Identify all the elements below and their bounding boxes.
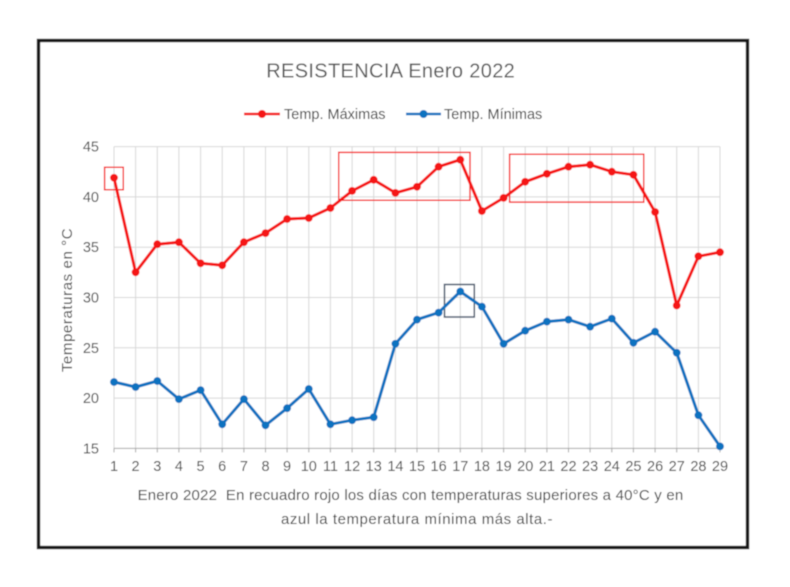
svg-text:26: 26 xyxy=(647,459,663,475)
svg-text:40: 40 xyxy=(83,190,99,206)
svg-text:25: 25 xyxy=(625,459,641,475)
svg-text:Enero 2022 En recuadro rojo l: Enero 2022 En recuadro rojo los días con… xyxy=(138,487,684,504)
svg-text:6: 6 xyxy=(218,459,226,475)
svg-text:Temperaturas en °C: Temperaturas en °C xyxy=(59,228,76,372)
svg-text:15: 15 xyxy=(409,459,425,475)
svg-text:35: 35 xyxy=(83,240,99,256)
svg-text:8: 8 xyxy=(261,459,269,475)
svg-text:20: 20 xyxy=(83,391,99,407)
svg-text:1: 1 xyxy=(110,459,118,475)
svg-text:27: 27 xyxy=(669,459,685,475)
svg-text:18: 18 xyxy=(474,459,490,475)
svg-text:Temp. Máximas: Temp. Máximas xyxy=(284,107,386,123)
svg-text:7: 7 xyxy=(240,459,248,475)
svg-text:23: 23 xyxy=(582,459,598,475)
svg-text:Temp. Mínimas: Temp. Mínimas xyxy=(444,107,542,123)
svg-text:25: 25 xyxy=(83,341,99,357)
svg-text:13: 13 xyxy=(366,459,382,475)
svg-text:azul la temperatura mínima más: azul la temperatura mínima más alta.- xyxy=(281,511,553,528)
svg-text:15: 15 xyxy=(83,441,99,457)
svg-text:28: 28 xyxy=(690,459,706,475)
svg-text:12: 12 xyxy=(344,459,360,475)
svg-text:24: 24 xyxy=(604,459,620,475)
svg-text:4: 4 xyxy=(175,459,183,475)
svg-text:2: 2 xyxy=(132,459,140,475)
svg-text:RESISTENCIA Enero 2022: RESISTENCIA Enero 2022 xyxy=(266,61,515,83)
svg-text:17: 17 xyxy=(452,459,468,475)
svg-text:16: 16 xyxy=(431,459,447,475)
svg-text:9: 9 xyxy=(283,459,291,475)
svg-text:11: 11 xyxy=(323,459,338,475)
svg-text:3: 3 xyxy=(153,459,161,475)
svg-text:10: 10 xyxy=(301,459,317,475)
svg-text:20: 20 xyxy=(517,459,533,475)
svg-text:19: 19 xyxy=(496,459,512,475)
svg-text:29: 29 xyxy=(712,459,728,475)
svg-text:22: 22 xyxy=(560,459,576,475)
svg-text:21: 21 xyxy=(539,459,555,475)
svg-text:14: 14 xyxy=(387,459,403,475)
svg-text:30: 30 xyxy=(83,291,99,307)
svg-text:5: 5 xyxy=(197,459,205,475)
svg-text:45: 45 xyxy=(83,140,99,156)
